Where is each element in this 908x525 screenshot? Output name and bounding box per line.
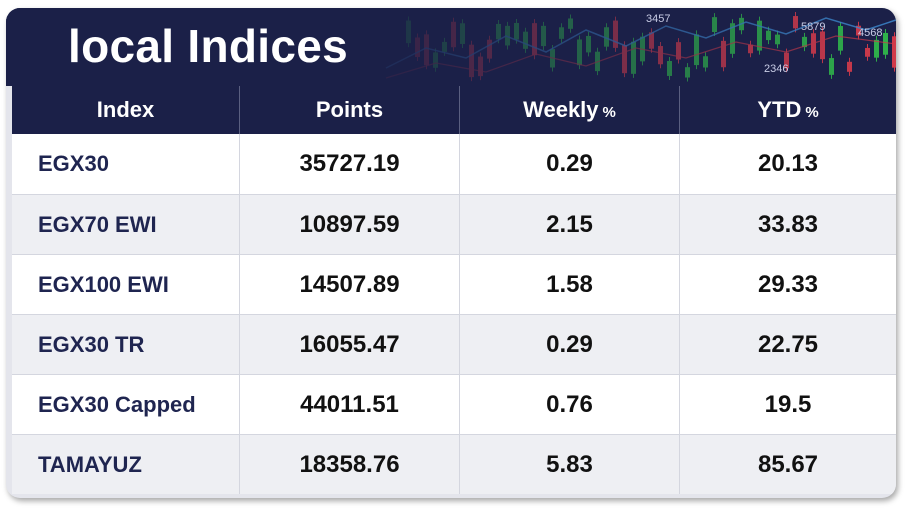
cell-index: TAMAYUZ <box>12 435 240 494</box>
banner-number-1: 3457 <box>646 13 670 25</box>
table-body: EGX30 35727.19 0.29 20.13 EGX70 EWI 1089… <box>12 134 896 494</box>
table-row: TAMAYUZ 18358.76 5.83 85.67 <box>12 434 896 494</box>
header-weekly-unit: % <box>602 103 616 121</box>
indices-card: 3457 5879 4568 2346 local Indices Index … <box>6 8 896 498</box>
banner-number-3: 4568 <box>858 27 882 39</box>
cell-ytd: 20.13 <box>757 150 819 177</box>
title-banner: 3457 5879 4568 2346 local Indices <box>6 8 896 86</box>
cell-index: EGX30 Capped <box>12 375 240 434</box>
table-row: EGX100 EWI 14507.89 1.58 29.33 <box>12 254 896 314</box>
cell-points: 18358.76 <box>240 435 460 494</box>
table-header: Index Points Weekly % YTD % <box>12 86 896 134</box>
header-ytd: YTD % <box>680 86 896 134</box>
cell-index: EGX30 <box>12 134 240 194</box>
cell-ytd: 33.83 <box>757 210 819 238</box>
cell-points: 16055.47 <box>240 315 460 374</box>
cell-weekly: 0.29 <box>460 315 680 374</box>
header-index: Index <box>12 86 240 134</box>
header-ytd-unit: % <box>805 103 819 121</box>
cell-ytd: 29.33 <box>757 270 819 298</box>
table-row: EGX70 EWI 10897.59 2.15 33.83 <box>12 194 896 254</box>
cell-points: 10897.59 <box>240 195 460 254</box>
banner-number-2: 5879 <box>801 21 825 33</box>
cell-points: 14507.89 <box>240 255 460 314</box>
cell-ytd: 19.5 <box>764 390 812 418</box>
header-points-label: Points <box>315 97 384 122</box>
header-index-label: Index <box>96 97 155 122</box>
cell-index: EGX70 EWI <box>12 195 240 254</box>
header-weekly-label: Weekly <box>523 97 599 122</box>
cell-weekly: 0.76 <box>460 375 680 434</box>
cell-weekly: 2.15 <box>460 195 680 254</box>
cell-ytd: 85.67 <box>757 450 819 478</box>
banner-number-4: 2346 <box>764 63 788 75</box>
stock-chart-decoration: 3457 5879 4568 2346 <box>6 8 896 86</box>
header-points: Points <box>240 86 460 134</box>
cell-ytd: 22.75 <box>757 330 819 358</box>
cell-index: EGX30 TR <box>12 315 240 374</box>
page-title: local Indices <box>68 20 349 72</box>
table-row: EGX30 TR 16055.47 0.29 22.75 <box>12 314 896 374</box>
table-row: EGX30 35727.19 0.29 20.13 <box>12 134 896 194</box>
cell-points: 44011.51 <box>240 375 460 434</box>
header-weekly: Weekly % <box>460 86 680 134</box>
cell-weekly: 0.29 <box>460 134 680 194</box>
header-ytd-label: YTD <box>757 97 802 122</box>
cell-points: 35727.19 <box>240 134 460 194</box>
cell-weekly: 1.58 <box>460 255 680 314</box>
cell-index: EGX100 EWI <box>12 255 240 314</box>
table-row: EGX30 Capped 44011.51 0.76 19.5 <box>12 374 896 434</box>
cell-weekly: 5.83 <box>460 435 680 494</box>
